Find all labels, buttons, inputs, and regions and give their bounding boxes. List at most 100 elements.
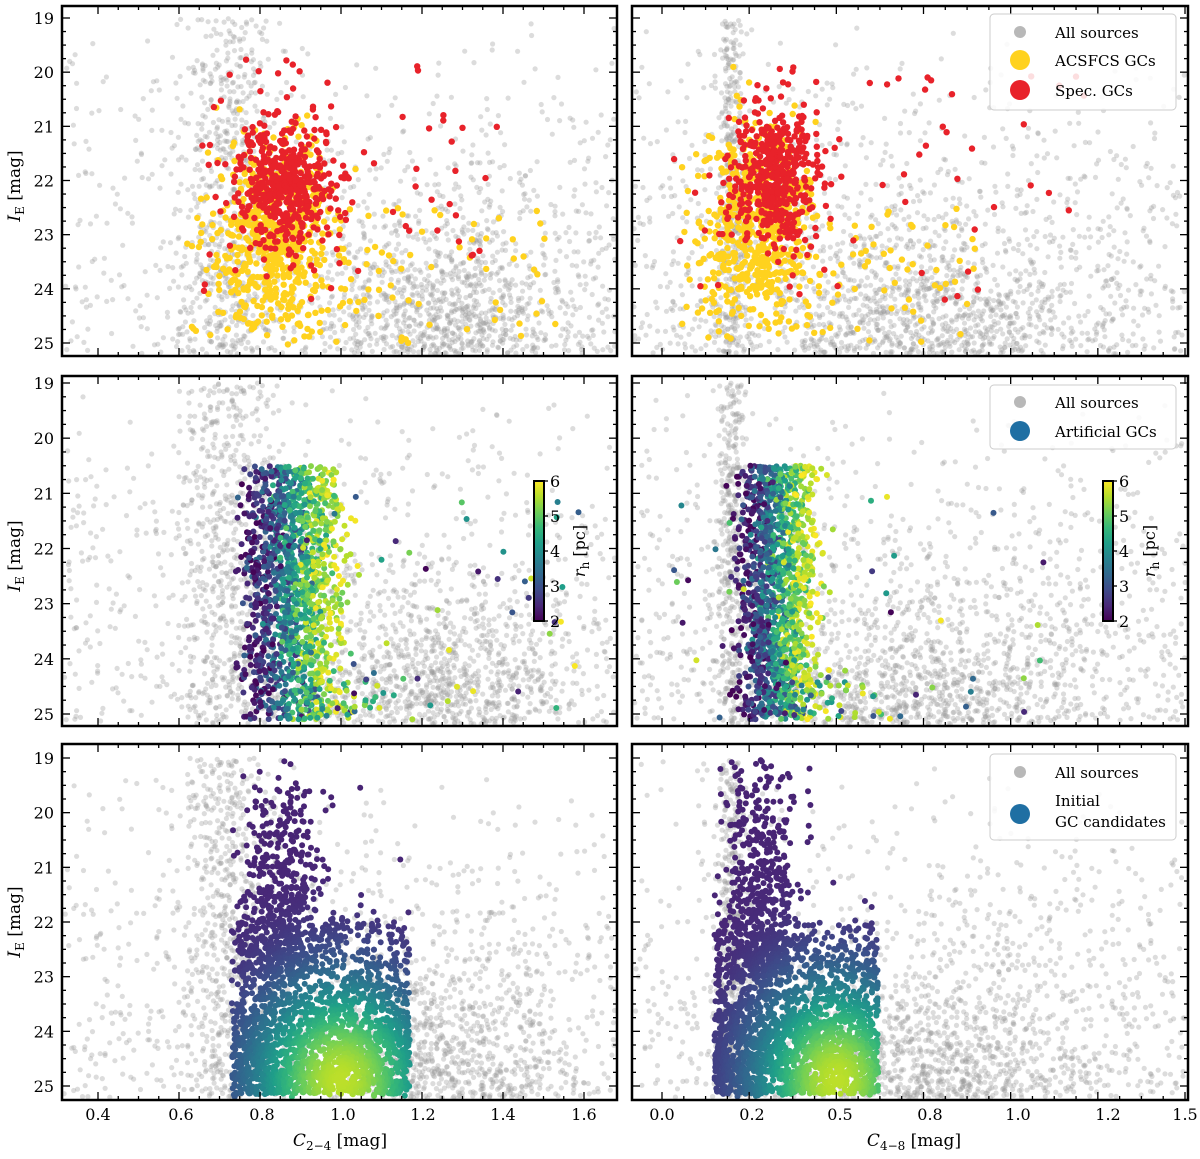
all-sources-point bbox=[905, 245, 912, 251]
all-sources-point bbox=[367, 266, 373, 272]
all-sources-point bbox=[327, 344, 333, 350]
all-sources-point bbox=[119, 284, 125, 290]
all-sources-point bbox=[243, 310, 249, 316]
all-sources-point bbox=[1017, 344, 1024, 350]
all-sources-point bbox=[425, 300, 431, 306]
all-sources-point bbox=[1120, 196, 1126, 202]
all-sources-point bbox=[139, 174, 145, 181]
spec-gc-point bbox=[263, 130, 271, 137]
all-sources-point bbox=[1140, 336, 1146, 342]
acsfcs-gc-point bbox=[248, 326, 255, 333]
all-sources-point bbox=[169, 54, 176, 60]
spec-gc-point bbox=[223, 199, 230, 207]
acsfcs-gc-point bbox=[305, 311, 312, 318]
all-sources-point bbox=[181, 297, 187, 303]
all-sources-point bbox=[724, 83, 730, 89]
all-sources-point bbox=[216, 117, 222, 123]
all-sources-point bbox=[388, 314, 394, 320]
all-sources-point bbox=[215, 134, 221, 140]
acsfcs-gc-point bbox=[537, 220, 544, 227]
all-sources-point bbox=[1026, 283, 1032, 289]
all-sources-point bbox=[586, 155, 592, 161]
all-sources-point bbox=[1115, 285, 1121, 291]
all-sources-point bbox=[910, 341, 917, 347]
all-sources-point bbox=[192, 280, 198, 286]
all-sources-point bbox=[942, 157, 949, 163]
all-sources-point bbox=[430, 327, 436, 333]
all-sources-point bbox=[423, 260, 429, 266]
all-sources-point bbox=[732, 328, 738, 334]
all-sources-point bbox=[435, 250, 441, 256]
acsfcs-gc-point bbox=[336, 226, 343, 233]
all-sources-point bbox=[434, 306, 440, 312]
all-sources-point bbox=[961, 326, 968, 332]
all-sources-point bbox=[1181, 72, 1187, 78]
all-sources-point bbox=[835, 331, 841, 337]
all-sources-point bbox=[965, 331, 971, 337]
all-sources-point bbox=[711, 314, 717, 320]
all-sources-point bbox=[1139, 182, 1145, 188]
all-sources-point bbox=[910, 341, 916, 347]
spec-gc-point bbox=[287, 265, 294, 272]
all-sources-point bbox=[820, 311, 826, 318]
spec-gc-point bbox=[323, 130, 330, 138]
all-sources-point bbox=[732, 50, 738, 56]
all-sources-point bbox=[497, 265, 503, 271]
all-sources-point bbox=[322, 320, 328, 326]
all-sources-point bbox=[662, 328, 669, 334]
all-sources-point bbox=[532, 66, 538, 72]
all-sources-point bbox=[949, 257, 955, 263]
all-sources-point bbox=[473, 283, 480, 289]
all-sources-point bbox=[729, 74, 735, 80]
all-sources-point bbox=[399, 344, 405, 350]
all-sources-point bbox=[1108, 276, 1115, 282]
acsfcs-gc-point bbox=[243, 234, 250, 242]
all-sources-point bbox=[1119, 332, 1125, 338]
all-sources-point bbox=[887, 318, 893, 325]
acsfcs-gc-point bbox=[240, 303, 248, 310]
spec-gc-point bbox=[231, 173, 239, 180]
all-sources-point bbox=[444, 218, 450, 224]
all-sources-point bbox=[1101, 267, 1107, 273]
all-sources-point bbox=[216, 293, 222, 299]
all-sources-point bbox=[360, 223, 366, 229]
all-sources-point bbox=[572, 187, 578, 193]
all-sources-point bbox=[1107, 148, 1113, 155]
all-sources-point bbox=[1000, 228, 1006, 234]
all-sources-point bbox=[969, 334, 976, 340]
all-sources-point bbox=[576, 274, 582, 280]
all-sources-point bbox=[483, 310, 489, 316]
all-sources-point bbox=[1035, 131, 1041, 137]
spec-gc-point bbox=[414, 63, 421, 70]
all-sources-point bbox=[1145, 306, 1151, 312]
all-sources-point bbox=[215, 335, 221, 341]
all-sources-point bbox=[522, 306, 528, 312]
all-sources-point bbox=[1095, 267, 1101, 274]
all-sources-point bbox=[1152, 278, 1158, 284]
all-sources-point bbox=[443, 296, 449, 303]
all-sources-point bbox=[1025, 310, 1031, 316]
all-sources-point bbox=[567, 159, 573, 165]
all-sources-point bbox=[473, 314, 479, 320]
all-sources-point bbox=[482, 259, 489, 266]
all-sources-point bbox=[242, 333, 248, 339]
all-sources-point bbox=[1082, 139, 1088, 145]
all-sources-point bbox=[94, 294, 100, 300]
all-sources-point bbox=[541, 337, 547, 344]
all-sources-point bbox=[330, 252, 336, 258]
all-sources-point bbox=[873, 321, 879, 327]
all-sources-point bbox=[469, 338, 475, 344]
all-sources-point bbox=[450, 302, 456, 308]
all-sources-point bbox=[540, 250, 546, 256]
all-sources-point bbox=[812, 349, 818, 355]
all-sources-point bbox=[973, 314, 979, 320]
spec-gc-point bbox=[210, 103, 218, 111]
all-sources-point bbox=[482, 272, 488, 279]
all-sources-point bbox=[401, 285, 407, 291]
all-sources-point bbox=[1127, 213, 1133, 219]
acsfcs-gc-point bbox=[217, 173, 225, 180]
all-sources-point bbox=[405, 275, 412, 282]
acsfcs-gc-point bbox=[234, 258, 241, 265]
all-sources-point bbox=[517, 179, 523, 185]
all-sources-point bbox=[254, 294, 260, 300]
